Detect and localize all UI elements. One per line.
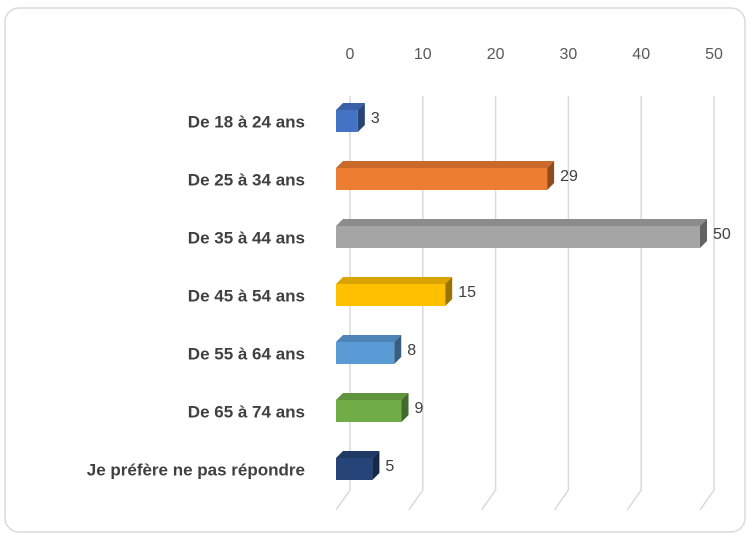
bar xyxy=(336,400,402,422)
data-label: 15 xyxy=(458,284,476,301)
bar-side xyxy=(445,277,453,306)
bar-side xyxy=(357,103,365,132)
bar-side xyxy=(372,451,380,480)
x-tick-label: 40 xyxy=(632,46,650,63)
bar-top xyxy=(336,277,453,284)
data-label: 9 xyxy=(415,400,424,417)
category-label: De 18 à 24 ans xyxy=(188,112,305,131)
bar xyxy=(336,110,358,132)
x-tick-label: 10 xyxy=(414,46,432,63)
grid-line xyxy=(699,96,715,511)
chart-frame xyxy=(4,7,746,533)
data-label: 3 xyxy=(371,110,380,127)
bar-side xyxy=(547,161,555,190)
data-label: 50 xyxy=(713,226,731,243)
bar-side xyxy=(401,393,409,422)
bar-top xyxy=(336,161,555,168)
category-label: De 65 à 74 ans xyxy=(188,402,305,421)
data-label: 29 xyxy=(560,168,578,185)
x-tick-label: 20 xyxy=(487,46,505,63)
bar-top xyxy=(336,451,380,458)
data-label: 5 xyxy=(385,458,394,475)
category-label: De 55 à 64 ans xyxy=(188,344,305,363)
bar-top xyxy=(336,103,365,110)
category-label: Je préfère ne pas répondre xyxy=(87,460,305,479)
category-label: De 45 à 54 ans xyxy=(188,286,305,305)
bar xyxy=(336,342,395,364)
data-label: 8 xyxy=(407,342,416,359)
x-tick-label: 30 xyxy=(560,46,578,63)
bar-top xyxy=(336,393,409,400)
bar xyxy=(336,458,373,480)
bar-side xyxy=(394,335,402,364)
bar-top xyxy=(336,335,402,342)
x-tick-label: 0 xyxy=(346,46,355,63)
bar xyxy=(336,284,446,306)
bar-top xyxy=(336,219,707,226)
bar-side xyxy=(700,219,707,248)
bar xyxy=(336,168,548,190)
x-tick-label: 50 xyxy=(705,46,723,63)
category-label: De 35 à 44 ans xyxy=(188,228,305,247)
category-label: De 25 à 34 ans xyxy=(188,170,305,189)
bar xyxy=(336,226,700,248)
